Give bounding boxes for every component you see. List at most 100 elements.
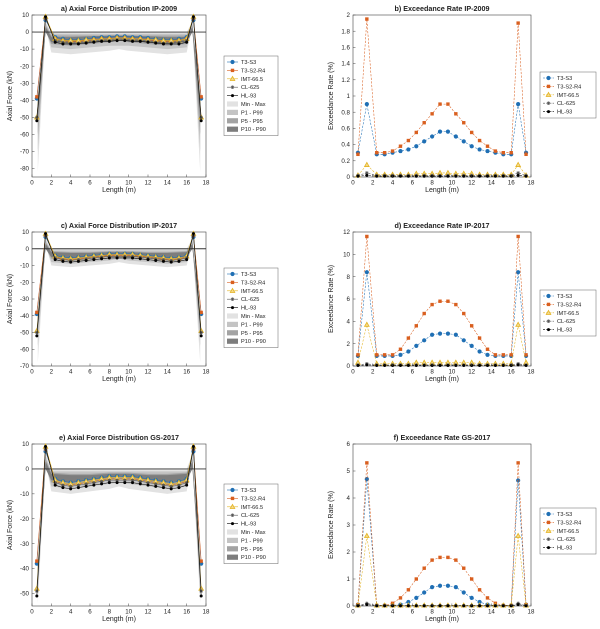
data-point	[153, 482, 158, 486]
data-point	[453, 585, 458, 590]
data-point	[35, 115, 39, 120]
chart-title: a) Axial Force Distribution IP-2009	[61, 4, 177, 13]
data-point	[84, 41, 88, 45]
data-point	[191, 232, 195, 236]
data-point	[131, 39, 135, 43]
data-point	[76, 42, 80, 46]
legend-label: HL-93	[241, 94, 256, 100]
data-point	[430, 134, 435, 139]
x-tick-label: 4	[391, 369, 395, 376]
y-tick-label: -10	[20, 263, 30, 270]
y-tick-label: -60	[20, 346, 30, 353]
x-tick-label: 10	[448, 369, 455, 376]
data-point	[177, 42, 181, 46]
data-point	[469, 144, 474, 149]
legend-label: CL-625	[241, 85, 259, 91]
data-point	[454, 174, 458, 178]
data-point	[115, 256, 119, 260]
plot-frame	[352, 14, 532, 178]
x-tick-label: 14	[164, 369, 171, 376]
y-tick-label: 0	[347, 174, 351, 181]
chart-title: b) Exceedance Rate IP-2009	[394, 4, 489, 13]
data-point	[100, 482, 104, 486]
x-tick-label: 6	[88, 369, 92, 376]
y-tick-label: 8	[347, 274, 351, 281]
data-point	[398, 174, 402, 178]
legend-swatch	[227, 330, 238, 336]
legend-marker	[546, 537, 551, 541]
chart-a: 0 2 4 6 8 10 12 14 16 18 10 0 -10 -20 -30 -40 -50 -60 -70 -…	[7, 4, 279, 194]
legend-marker	[545, 527, 552, 533]
legend-label: IMT-66.5	[557, 93, 579, 99]
x-tick-label: 12	[145, 180, 152, 187]
chart-e: 0 2 4 6 8 10 12 14 16 18 10 0 -10 -20 -30 -40 -50 e) Axia…	[7, 433, 279, 623]
data-point	[414, 595, 419, 601]
x-tick-label: 12	[468, 369, 475, 376]
x-tick-label: 8	[108, 180, 112, 187]
x-tick-label: 10	[125, 180, 132, 187]
legend-swatch	[227, 546, 238, 552]
x-tick-label: 2	[50, 609, 54, 616]
data-point	[185, 483, 189, 487]
y-tick-label: 10	[343, 251, 350, 258]
x-tick-label: 6	[411, 369, 415, 376]
data-point	[184, 256, 189, 260]
data-point	[184, 38, 189, 43]
y-axis-label: Axial Force (kN)	[7, 71, 14, 121]
x-tick-label: 0	[30, 369, 34, 376]
data-point	[477, 147, 482, 152]
legend-label: P1 - P99	[241, 322, 263, 328]
x-tick-label: 10	[448, 609, 455, 616]
data-point	[438, 555, 442, 560]
data-point	[356, 353, 360, 357]
data-point	[398, 352, 403, 357]
data-point	[461, 590, 466, 595]
data-point	[516, 234, 520, 239]
data-point	[107, 481, 111, 485]
data-point	[107, 254, 112, 259]
data-point	[53, 483, 57, 487]
legend-label: CL-625	[557, 319, 575, 325]
legend: T3-S3 T3-S2-R4 IMT-66.5 CL-625 HL-93 Min - Ma…	[223, 483, 279, 564]
x-tick-label: 0	[351, 180, 355, 187]
x-tick-label: 0	[30, 180, 34, 187]
series-line-T3-S2-R4	[36, 448, 202, 562]
data-point	[177, 259, 181, 263]
legend-marker	[231, 306, 234, 310]
data-point	[422, 311, 426, 316]
data-point	[356, 152, 360, 157]
series-line-CL-625	[357, 363, 527, 366]
data-point	[430, 585, 435, 590]
data-point	[35, 310, 39, 315]
x-tick-label: 4	[69, 369, 73, 376]
legend-label: IMT-66.5	[241, 505, 263, 511]
y-tick-label: -60	[20, 131, 30, 138]
legend-swatch	[227, 313, 238, 319]
data-point	[365, 17, 369, 21]
data-point	[356, 363, 360, 367]
data-point	[446, 174, 450, 178]
data-point	[356, 174, 360, 178]
data-point	[68, 258, 73, 263]
data-point	[445, 583, 451, 588]
legend-marker	[546, 101, 551, 105]
legend-marker	[230, 280, 235, 285]
legend-marker	[546, 293, 551, 299]
data-point	[406, 138, 411, 143]
y-tick-label: 4	[347, 495, 351, 502]
data-point	[461, 338, 466, 343]
data-point	[92, 40, 96, 44]
data-point	[199, 119, 203, 123]
data-point	[485, 144, 490, 148]
data-point	[422, 174, 426, 178]
data-point	[485, 352, 490, 357]
y-tick-label: 2	[347, 549, 351, 556]
data-point	[422, 121, 426, 125]
data-point	[430, 558, 434, 562]
data-point	[430, 112, 434, 116]
data-point	[365, 234, 369, 239]
data-point	[438, 299, 442, 303]
legend-marker	[545, 309, 552, 315]
legend-label: Min - Max	[241, 530, 266, 536]
